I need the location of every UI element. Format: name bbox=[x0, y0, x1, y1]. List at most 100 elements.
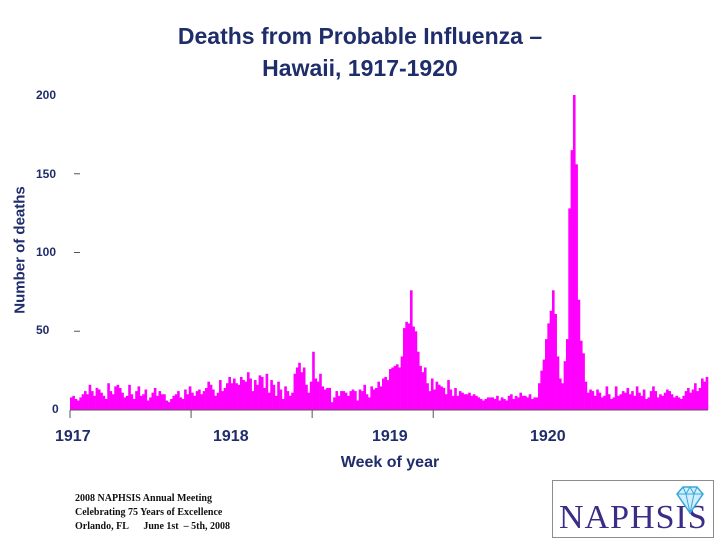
bar bbox=[286, 391, 290, 410]
bar bbox=[244, 381, 248, 410]
footer-text: 2008 NAPHSIS Annual Meeting Celebrating … bbox=[75, 492, 230, 534]
bar bbox=[386, 380, 390, 410]
bar bbox=[179, 397, 183, 410]
bar bbox=[684, 391, 688, 410]
bar bbox=[412, 326, 415, 410]
bar bbox=[93, 395, 96, 410]
bar bbox=[489, 397, 492, 410]
bar bbox=[83, 391, 87, 410]
diamond-icon bbox=[676, 485, 704, 515]
bar bbox=[377, 381, 380, 410]
bar bbox=[288, 395, 292, 410]
bar bbox=[128, 384, 131, 410]
bar bbox=[451, 395, 455, 410]
bar bbox=[223, 387, 227, 410]
bar bbox=[540, 370, 543, 411]
bar bbox=[521, 395, 525, 410]
bar bbox=[300, 372, 304, 410]
bar bbox=[631, 391, 634, 410]
bar bbox=[209, 384, 213, 410]
bar bbox=[538, 383, 541, 410]
bar bbox=[402, 328, 406, 410]
x-tick-label-1918: 1918 bbox=[213, 428, 249, 445]
bar bbox=[267, 392, 271, 410]
bar bbox=[426, 383, 429, 410]
bar bbox=[414, 331, 418, 410]
bar bbox=[456, 395, 460, 410]
bar bbox=[701, 378, 704, 410]
bar bbox=[582, 353, 585, 410]
bar bbox=[181, 398, 185, 411]
bar bbox=[160, 394, 164, 410]
bar bbox=[251, 391, 255, 410]
bar bbox=[79, 397, 82, 410]
bar bbox=[116, 384, 120, 410]
bar bbox=[221, 391, 224, 410]
bar bbox=[342, 391, 346, 410]
bar bbox=[519, 392, 523, 410]
bar bbox=[163, 394, 166, 410]
bar bbox=[216, 392, 220, 410]
footer-line-1: 2008 NAPHSIS Annual Meeting bbox=[75, 493, 212, 504]
bar bbox=[139, 395, 143, 410]
bar bbox=[610, 398, 613, 411]
bar bbox=[621, 391, 625, 410]
bar bbox=[253, 380, 257, 410]
bar bbox=[654, 391, 658, 410]
bar bbox=[486, 397, 490, 410]
x-tick-label-1919: 1919 bbox=[372, 428, 408, 445]
bar bbox=[596, 389, 599, 410]
y-tick-marks bbox=[74, 173, 80, 332]
bar bbox=[477, 397, 481, 410]
bar bbox=[258, 375, 262, 410]
bar bbox=[235, 383, 238, 410]
bar bbox=[561, 383, 564, 410]
bar bbox=[384, 376, 387, 410]
bar bbox=[542, 359, 546, 410]
bar bbox=[368, 397, 371, 410]
bar bbox=[533, 397, 536, 410]
bar bbox=[81, 394, 85, 410]
bar bbox=[433, 389, 436, 410]
bar bbox=[393, 365, 397, 410]
bar bbox=[507, 395, 511, 410]
bar bbox=[170, 398, 173, 411]
bar bbox=[558, 378, 562, 410]
bar bbox=[177, 391, 180, 410]
bar bbox=[100, 392, 103, 410]
bar bbox=[104, 398, 108, 411]
bar bbox=[505, 400, 509, 410]
bar bbox=[479, 398, 483, 411]
bar bbox=[109, 391, 113, 410]
bar bbox=[354, 391, 357, 410]
bar bbox=[603, 395, 606, 410]
bar bbox=[260, 376, 264, 410]
bar bbox=[153, 387, 157, 410]
bar bbox=[575, 164, 578, 410]
bar bbox=[249, 378, 252, 410]
bar bbox=[198, 389, 201, 410]
bar bbox=[605, 386, 609, 411]
bar bbox=[703, 381, 706, 410]
bar bbox=[195, 391, 199, 410]
bar bbox=[365, 394, 369, 410]
bar bbox=[307, 392, 311, 410]
bar bbox=[407, 323, 411, 411]
bar bbox=[461, 392, 464, 410]
bar bbox=[510, 394, 513, 410]
bar bbox=[214, 395, 217, 410]
bar bbox=[270, 380, 273, 410]
bar bbox=[568, 208, 571, 410]
bar bbox=[454, 387, 457, 410]
bar bbox=[673, 397, 676, 410]
bar bbox=[291, 392, 294, 410]
bar bbox=[205, 387, 208, 410]
bar bbox=[577, 299, 581, 410]
y-tick-label: 200 bbox=[36, 88, 57, 102]
bar bbox=[589, 389, 592, 410]
bar bbox=[617, 395, 620, 410]
bar bbox=[628, 394, 632, 410]
bar bbox=[447, 380, 450, 410]
bar bbox=[528, 394, 532, 410]
bar bbox=[691, 389, 695, 410]
